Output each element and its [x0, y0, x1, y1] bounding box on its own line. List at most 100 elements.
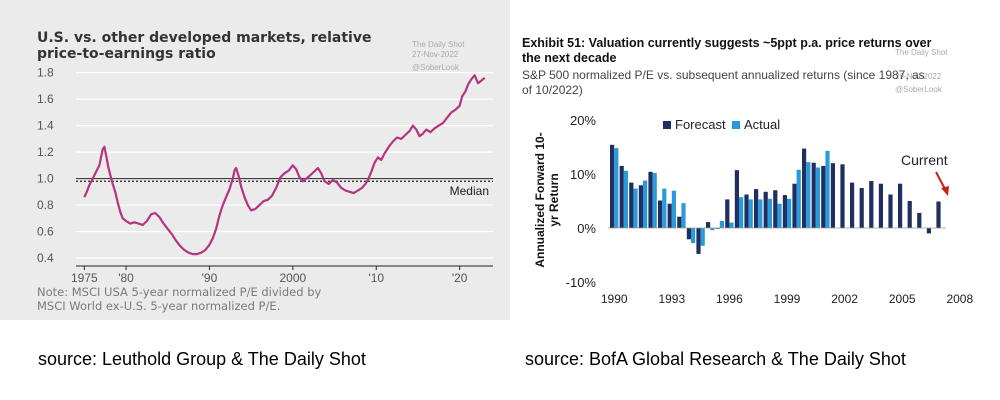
forecast-bar — [610, 144, 615, 228]
legend-actual-label: Actual — [744, 117, 780, 132]
left-source-caption: source: Leuthold Group & The Daily Shot — [38, 349, 366, 369]
actual-bar — [796, 169, 801, 228]
right-x-tick-label: 1993 — [658, 292, 685, 306]
right-chart-panel: Exhibit 51: Valuation currently suggests… — [510, 0, 1000, 320]
relative-pe-series-line — [83, 74, 486, 256]
right-x-tick-label: 2002 — [831, 292, 858, 306]
forecast-bar — [917, 212, 922, 228]
forecast-bar — [782, 195, 787, 228]
left-x-tick-label: 1975 — [71, 271, 98, 285]
left-watermark-line-1: The Daily Shot — [412, 40, 465, 49]
legend-actual-swatch — [732, 121, 740, 129]
actual-bar — [815, 167, 820, 228]
current-annotation-label: Current — [901, 152, 948, 168]
left-chart-title-line-2: price-to-earnings ratio — [37, 46, 216, 62]
right-chart-subtitle-line-2: of 10/2022) — [522, 83, 583, 97]
right-y-tick-label: -10% — [566, 275, 597, 290]
forecast-bar — [638, 185, 643, 228]
left-y-tick-labels: 0.4 0.6 0.8 1.0 1.2 1.4 1.6 1.8 — [37, 66, 54, 265]
right-x-tick-label: 2008 — [946, 292, 973, 306]
actual-bar — [662, 188, 667, 228]
left-chart-panel: U.S. vs. other developed markets, relati… — [0, 0, 510, 320]
left-y-tick-label: 1.2 — [37, 145, 54, 159]
right-y-axis-title-line-1: Annualized Forward 10- — [533, 132, 547, 267]
right-x-tick-label: 1990 — [601, 292, 628, 306]
left-x-tick-label: '80 — [118, 271, 134, 285]
actual-bar — [633, 188, 638, 228]
forecast-bar — [802, 148, 807, 228]
left-x-tick-label: 2000 — [279, 271, 306, 285]
forecast-bar — [754, 189, 759, 228]
left-median-label: Median — [450, 184, 489, 198]
right-y-tick-label: 10% — [570, 167, 596, 182]
right-y-axis-title: Annualized Forward 10- yr Return — [533, 132, 561, 267]
right-x-tick-label: 1996 — [716, 292, 743, 306]
forecast-bar — [907, 201, 912, 228]
forecast-bar — [686, 228, 691, 240]
forecast-bar — [840, 164, 845, 228]
forecast-bar — [830, 163, 835, 228]
forecast-bar — [619, 165, 624, 228]
actual-bar — [652, 172, 657, 228]
forecast-bar — [888, 194, 893, 228]
right-legend: Forecast Actual — [663, 117, 780, 132]
right-source-caption: source: BofA Global Research & The Daily… — [525, 349, 906, 369]
right-watermark-line-2: 29-Nov-2022 — [895, 72, 942, 81]
forecast-bar — [859, 188, 864, 228]
right-x-tick-label: 1999 — [774, 292, 801, 306]
left-note-line-2: MSCI World ex-U.S. 5-year normalized P/E… — [37, 299, 280, 313]
right-x-tick-labels: 1990199319961999200220052008201120142017… — [601, 292, 974, 306]
forecast-bar — [648, 171, 653, 228]
actual-bar — [681, 203, 686, 228]
forecast-bar — [725, 199, 730, 228]
right-bars — [610, 144, 941, 254]
forward-return-bar-chart: Exhibit 51: Valuation currently suggests… — [522, 36, 974, 306]
forecast-bar — [850, 182, 855, 228]
forecast-bar — [821, 165, 826, 228]
forecast-bar — [658, 200, 663, 228]
actual-bar — [787, 198, 792, 228]
forecast-bar — [744, 194, 749, 228]
left-y-tick-label: 0.6 — [37, 225, 54, 239]
forecast-bar — [629, 182, 634, 228]
left-x-ticks: 1975 '80 '90 2000 '10 '20 — [71, 266, 468, 285]
right-chart-subtitle-line-1: S&P 500 normalized P/E vs. subsequent an… — [522, 68, 925, 82]
forecast-bar — [936, 201, 941, 228]
actual-bar — [719, 221, 724, 228]
actual-bar — [729, 222, 734, 228]
legend-forecast-swatch — [663, 121, 671, 129]
current-arrow-head — [941, 186, 949, 196]
actual-bar — [671, 190, 676, 228]
current-arrow-shaft — [935, 171, 946, 190]
right-chart-title-line-2: the next decade — [522, 51, 617, 65]
forecast-bar — [869, 181, 874, 228]
left-x-tick-label: '90 — [202, 271, 218, 285]
actual-bar — [758, 199, 763, 228]
forecast-bar — [677, 216, 682, 228]
forecast-bar — [898, 183, 903, 228]
right-watermark-line-3: @SoberLook — [895, 85, 943, 94]
left-y-tick-label: 1.6 — [37, 92, 54, 106]
forecast-bar — [792, 183, 797, 228]
forecast-bar — [696, 228, 701, 254]
left-y-gridlines — [76, 72, 493, 259]
right-x-tick-label: 2005 — [889, 292, 916, 306]
forecast-bar — [706, 222, 711, 228]
left-y-tick-label: 0.8 — [37, 198, 54, 212]
forecast-bar — [811, 162, 816, 228]
right-y-tick-label: 0% — [577, 221, 596, 236]
actual-bar — [739, 197, 744, 228]
forecast-bar — [734, 170, 739, 228]
actual-bar — [710, 228, 715, 231]
left-x-tick-label: '10 — [368, 271, 384, 285]
actual-bar — [748, 199, 753, 228]
actual-bar — [777, 203, 782, 228]
left-y-tick-label: 1.4 — [37, 119, 54, 133]
forecast-bar — [926, 228, 931, 234]
current-annotation-arrow — [935, 171, 949, 196]
actual-bar — [700, 228, 705, 246]
left-watermark-line-2: 27-Nov-2022 — [412, 50, 459, 59]
right-chart-title-line-1: Exhibit 51: Valuation currently suggests… — [522, 36, 932, 50]
left-chart-title-line-1: U.S. vs. other developed markets, relati… — [37, 30, 371, 46]
actual-bar — [691, 228, 696, 244]
